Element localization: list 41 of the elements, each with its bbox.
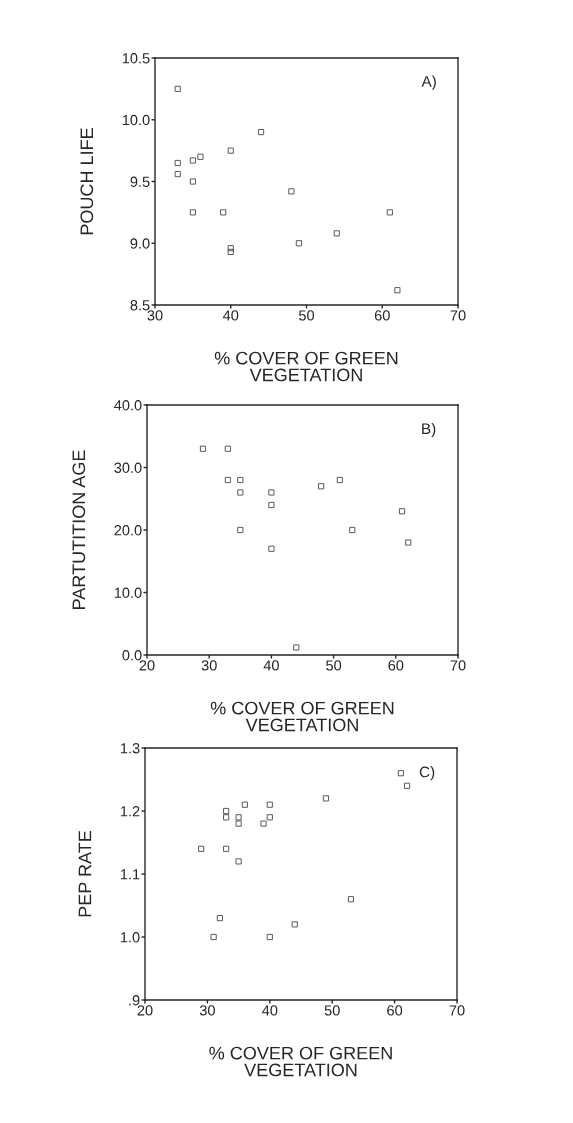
annotation: B): [422, 422, 436, 438]
annotation: A): [421, 75, 436, 90]
x-tick-label: 70: [449, 1005, 465, 1016]
x-tick-label: 40: [263, 660, 279, 671]
x-tick-label: 50: [326, 660, 342, 671]
y-tick-label: 1.0: [120, 932, 140, 943]
y-tick-label: 40.0: [114, 400, 142, 411]
x-axis-title: % COVER OF GREEN VEGETATION: [214, 351, 398, 382]
x-tick-label: 40: [222, 310, 239, 321]
y-tick-label: 20.0: [114, 525, 142, 536]
y-tick-label: 9.5: [130, 176, 150, 187]
y-tick-label: 8.5: [130, 300, 150, 311]
x-tick-label: 30: [201, 660, 217, 671]
x-tick-label: 60: [387, 1005, 403, 1016]
x-tick-label: 30: [199, 1005, 215, 1016]
x-tick-label: 30: [147, 310, 163, 321]
x-tick-label: 70: [450, 310, 466, 321]
y-tick-label: 0.0: [122, 650, 142, 661]
y-tick-label: 10.5: [122, 53, 150, 64]
y-tick-label: 1.3: [120, 743, 140, 754]
y-tick-label: 1.1: [120, 869, 140, 880]
y-axis-title: PARTUTITION AGE: [72, 450, 86, 609]
y-tick-label: 10.0: [114, 587, 142, 598]
x-tick-label: 60: [388, 660, 404, 671]
y-tick-label: 30.0: [114, 462, 142, 473]
y-tick-label: 10.0: [122, 114, 150, 126]
x-tick-label: 20: [139, 660, 155, 671]
y-tick-label: 9.0: [130, 238, 150, 249]
x-tick-label: 60: [374, 310, 390, 321]
annotation: C): [419, 766, 435, 781]
x-tick-label: 50: [324, 1005, 340, 1016]
y-tick-label: 1.2: [120, 806, 140, 817]
x-axis-title: % COVER OF GREEN VEGETATION: [210, 701, 394, 732]
x-tick-label: 20: [137, 1005, 153, 1016]
x-tick-label: 40: [262, 1005, 278, 1016]
y-axis-title: POUCH LIFE: [80, 128, 94, 235]
y-axis-title: PEP RATE: [78, 830, 92, 917]
x-tick-label: 70: [450, 660, 466, 671]
x-tick-label: 50: [298, 310, 315, 321]
x-axis-title: % COVER OF GREEN VEGETATION: [209, 1046, 392, 1077]
y-tick-label: .9: [129, 995, 140, 1006]
